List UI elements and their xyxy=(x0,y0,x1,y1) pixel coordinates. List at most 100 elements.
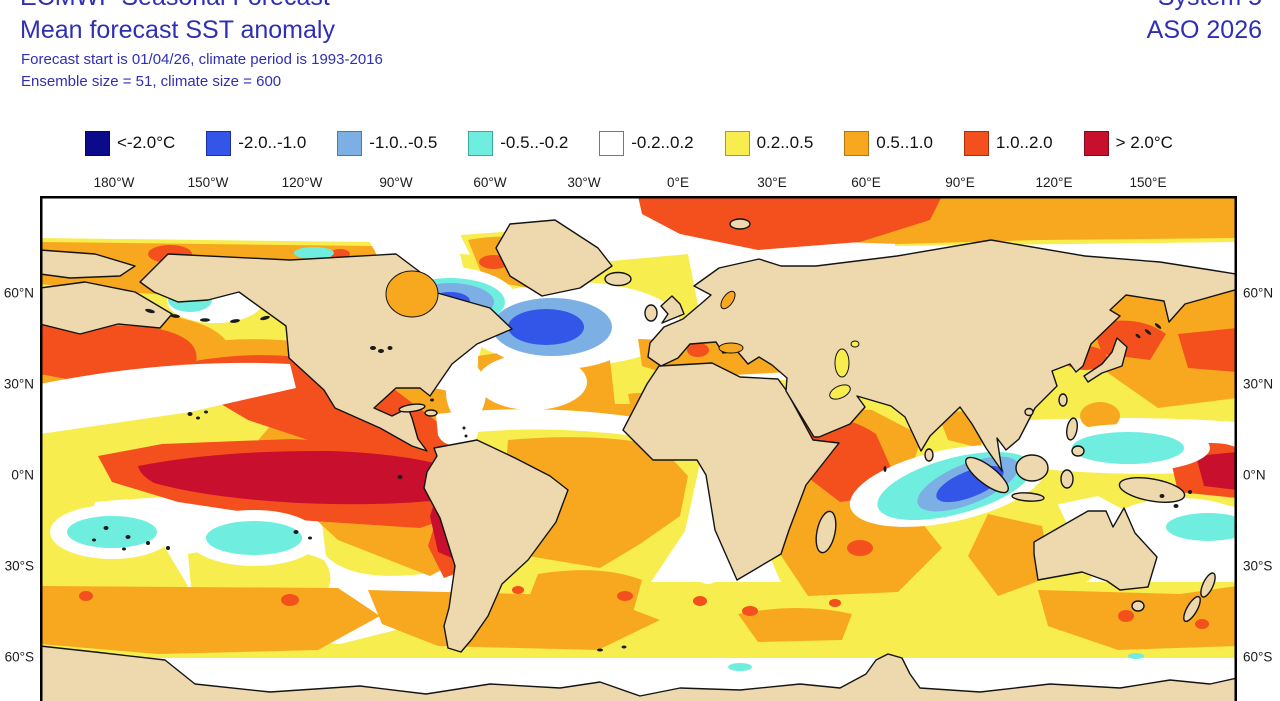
land-mindanao xyxy=(1071,445,1085,457)
latitude-tick-label: 30°N xyxy=(1243,376,1274,392)
legend-swatch xyxy=(844,130,870,156)
map-border xyxy=(40,196,1237,701)
latitude-tick-label: 60°N xyxy=(3,285,34,301)
island-specks xyxy=(92,308,1192,652)
latitude-axis-right: 60°N 30°N 0°N 30°S 60°S xyxy=(1243,0,1280,701)
legend-label: 1.0..2.0 xyxy=(995,133,1053,152)
land-iceland xyxy=(604,271,632,287)
land-taiwan xyxy=(1058,393,1068,407)
latitude-tick-label: 60°S xyxy=(4,649,34,665)
legend-swatch xyxy=(1083,130,1109,156)
land-japan xyxy=(1083,337,1128,383)
land-borneo xyxy=(1015,454,1049,482)
hudson-bay xyxy=(385,270,439,318)
land-new-zealand-south xyxy=(1183,595,1201,623)
legend-label: -2.0..-1.0 xyxy=(238,133,307,152)
land-sumatra xyxy=(965,456,1009,494)
black-sea xyxy=(718,342,744,354)
land-hispaniola xyxy=(424,409,438,417)
land-cuba xyxy=(398,403,426,413)
longitude-tick-label: 120°E xyxy=(1035,175,1073,190)
legend-item: 1.0..2.0 xyxy=(963,130,1053,156)
longitude-tick-label: 150°E xyxy=(1129,175,1167,190)
land-australia xyxy=(1033,507,1158,591)
land-luzon xyxy=(1066,417,1078,441)
land-africa xyxy=(622,362,840,581)
land-sulawesi xyxy=(1060,469,1074,489)
latitude-tick-label: 0°N xyxy=(1243,467,1266,483)
legend-item: -1.0..-0.5 xyxy=(337,130,438,156)
land-chukotka xyxy=(40,249,136,279)
land-sri-lanka xyxy=(924,448,934,462)
land-madagascar xyxy=(815,510,837,554)
legend-label: > 2.0°C xyxy=(1115,133,1173,152)
land-eurasia xyxy=(647,239,1237,472)
land-antarctica xyxy=(40,645,1237,701)
legend-label: <-2.0°C xyxy=(117,133,176,152)
map-frame xyxy=(40,196,1237,701)
system-label: System 5 xyxy=(1158,0,1262,12)
land-britain xyxy=(660,295,685,324)
land-greenland xyxy=(495,219,613,297)
latitude-axis-left: 60°N 30°N 0°N 30°S 60°S xyxy=(0,0,34,701)
legend-item: 0.2..0.5 xyxy=(724,130,814,156)
land-ireland xyxy=(644,304,658,322)
legend-swatch xyxy=(963,130,989,156)
legend-label: -1.0..-0.5 xyxy=(369,133,438,152)
latitude-tick-label: 30°S xyxy=(4,558,34,574)
legend-swatch xyxy=(468,130,494,156)
land-hainan xyxy=(1024,407,1034,417)
season-label: ASO 2026 xyxy=(1146,16,1262,44)
color-legend: <-2.0°C -2.0..-1.0 -1.0..-0.5 -0.5..-0.2… xyxy=(85,129,1173,157)
legend-swatch xyxy=(337,130,363,156)
legend-label: 0.5..1.0 xyxy=(876,133,933,152)
legend-swatch xyxy=(206,130,232,156)
baltic-sea xyxy=(720,290,736,310)
aral-sea xyxy=(850,340,860,348)
longitude-tick-label: 0°E xyxy=(667,175,689,190)
landmasses xyxy=(40,218,1237,701)
legend-label: -0.2..0.2 xyxy=(631,133,694,152)
land-tasmania xyxy=(1131,600,1145,612)
legend-swatch xyxy=(85,130,110,156)
persian-gulf xyxy=(829,384,851,400)
latitude-tick-label: 60°S xyxy=(1243,649,1273,665)
latitude-tick-label: 0°N xyxy=(11,467,34,483)
chart-title: Mean forecast SST anomaly xyxy=(20,16,335,44)
longitude-tick-label: 90°E xyxy=(945,175,975,190)
legend-item: -0.2..0.2 xyxy=(599,130,694,156)
latitude-tick-label: 30°N xyxy=(3,376,34,392)
legend-item: -2.0..-1.0 xyxy=(206,130,307,156)
latitude-tick-label: 30°S xyxy=(1243,558,1273,574)
latitude-tick-label: 60°N xyxy=(1243,285,1274,301)
longitude-tick-label: 150°W xyxy=(187,175,229,190)
sst-anomaly-map xyxy=(40,196,1237,701)
longitude-axis: 180°W 150°W 120°W 90°W 60°W 30°W 0°E 30°E 60°E 90… xyxy=(0,175,1280,191)
forecast-start-line: Forecast start is 01/04/26, climate peri… xyxy=(21,51,383,68)
land-south-america xyxy=(423,439,569,653)
longitude-tick-label: 180°W xyxy=(93,175,135,190)
longitude-tick-label: 30°W xyxy=(567,175,601,190)
land-new-zealand-north xyxy=(1200,572,1216,598)
legend-item: > 2.0°C xyxy=(1083,130,1173,156)
legend-item: 0.5..1.0 xyxy=(844,130,933,156)
longitude-tick-label: 90°W xyxy=(379,175,413,190)
land-kamchatka xyxy=(40,281,173,335)
land-java xyxy=(1011,492,1045,502)
land-new-guinea xyxy=(1118,477,1186,503)
longitude-tick-label: 30°E xyxy=(757,175,787,190)
land-svalbard xyxy=(729,218,751,230)
legend-label: -0.5..-0.2 xyxy=(500,133,569,152)
caspian-sea xyxy=(834,348,850,378)
longitude-tick-label: 60°E xyxy=(851,175,881,190)
inland-seas xyxy=(385,270,860,400)
longitude-tick-label: 120°W xyxy=(281,175,323,190)
page-title: ECMWF Seasonal Forecast xyxy=(20,0,330,12)
ensemble-size-line: Ensemble size = 51, climate size = 600 xyxy=(21,73,282,90)
legend-item: <-2.0°C xyxy=(85,130,176,156)
longitude-tick-label: 60°W xyxy=(473,175,507,190)
legend-label: 0.2..0.5 xyxy=(756,133,814,152)
legend-swatch xyxy=(599,130,625,156)
legend-swatch xyxy=(724,130,750,156)
